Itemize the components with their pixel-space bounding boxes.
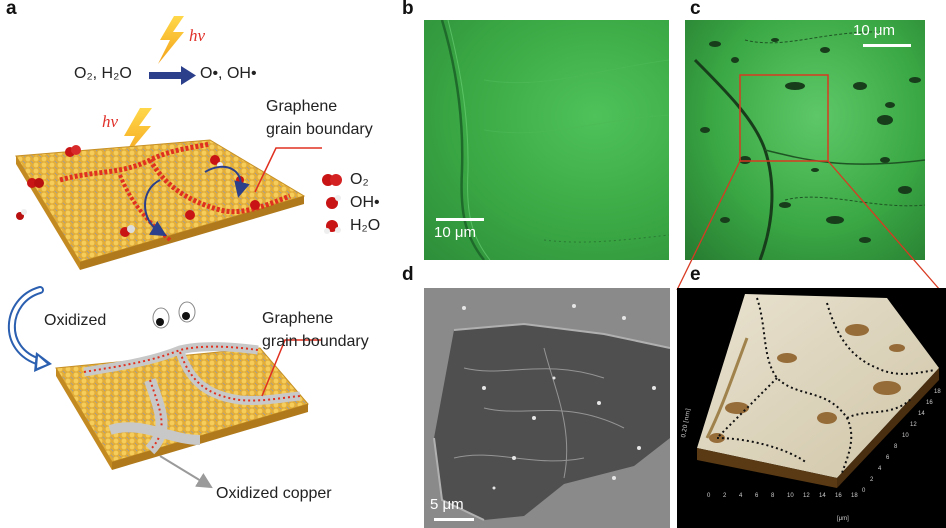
panel-d-letter: d [402, 264, 414, 285]
panel-e-x-unit: [μm] [837, 516, 849, 522]
panel-e-x-tick-1: 2 [723, 493, 727, 499]
grain-boundary-label-bottom-1: Graphene [262, 310, 334, 327]
panel-e-y-ticks: 0 2 4 6 8 10 12 14 16 18 [862, 388, 942, 498]
panel-e-x-ticks: 0 2 4 6 8 10 12 14 16 18 [707, 493, 858, 507]
grain-boundary-label-top-1: Graphene [266, 98, 338, 115]
panel-d-micrograph: 5 μm [424, 288, 670, 528]
reaction-arrow-icon [149, 66, 196, 85]
panel-d-scale-bar [434, 518, 474, 521]
panel-b-scale-bar [436, 218, 484, 221]
oxidized-copper-label: Oxidized copper [216, 485, 332, 502]
panel-e-y-tick-3: 6 [886, 455, 890, 461]
panel-e-y-tick-9: 18 [934, 389, 941, 395]
panel-e-y-tick-0: 0 [862, 488, 866, 494]
panel-d-texture [424, 288, 670, 528]
panel-e-letter: e [690, 264, 701, 285]
legend-h2o-label: H₂O [350, 217, 381, 234]
panel-d-scale-label: 5 μm [430, 496, 464, 513]
hv-label-mid: hν [102, 112, 119, 131]
panel-e-x-tick-0: 0 [707, 493, 711, 499]
grain-boundary-label-top-2: grain boundary [266, 121, 373, 138]
eyes-icon [152, 301, 196, 329]
panel-e-x-tick-3: 6 [755, 493, 759, 499]
panel-c-inset-box [739, 74, 829, 162]
panel-e-x-tick-9: 18 [851, 493, 858, 499]
panel-e-surface: 0.20 [nm] [680, 294, 939, 488]
panel-e-x-tick-5: 10 [787, 493, 794, 499]
panel-e-afm-image: 0.20 [nm] 0 2 4 6 8 10 12 14 16 18 0 2 4… [677, 288, 946, 528]
reaction-products: O•, OH• [200, 65, 257, 82]
panel-e-y-tick-2: 4 [878, 466, 882, 472]
panel-b-texture [440, 20, 669, 260]
callout-line-top [254, 147, 322, 193]
panel-e-x-tick-4: 8 [771, 493, 775, 499]
graphene-copper-sheet-top [15, 139, 306, 270]
panel-e-z-axis-label: 0.20 [nm] [680, 408, 692, 438]
legend-h2o-icon [324, 220, 341, 234]
oxidized-arrow-icon [7, 286, 52, 372]
legend-o2-icon [322, 174, 342, 186]
panel-e-y-tick-8: 16 [926, 400, 933, 406]
lightning-icon-top [158, 16, 184, 64]
legend-o2-label: O₂ [350, 171, 369, 188]
callout-line-bottom [261, 339, 322, 397]
panel-e-x-tick-7: 14 [819, 493, 826, 499]
panel-c-texture [693, 31, 925, 260]
panel-b-micrograph: 10 μm [424, 20, 669, 260]
panel-e-y-tick-7: 14 [918, 411, 925, 417]
panel-a-letter: a [6, 0, 17, 19]
panel-e-y-tick-5: 10 [902, 433, 909, 439]
panel-b-letter: b [402, 0, 414, 19]
panel-c-scale-label: 10 μm [853, 22, 895, 39]
hv-label-top: hν [189, 26, 206, 45]
legend-oh-icon [326, 195, 341, 209]
panel-e-x-tick-6: 12 [803, 493, 810, 499]
reaction-reactants: O₂, H₂O [74, 65, 132, 82]
panel-e-y-tick-4: 8 [894, 444, 898, 450]
panel-e-x-tick-8: 16 [835, 493, 842, 499]
graphene-copper-sheet-bottom [55, 342, 309, 470]
floating-molecules [16, 178, 44, 220]
panel-e-y-tick-6: 12 [910, 422, 917, 428]
grain-boundary-label-bottom-2: grain boundary [262, 333, 369, 350]
panel-c-micrograph: 10 μm [685, 20, 925, 260]
oxidized-copper-pointer [159, 455, 213, 489]
panel-e-x-tick-2: 4 [739, 493, 743, 499]
panel-e-y-tick-1: 2 [870, 477, 874, 483]
panel-c-scale-bar [863, 44, 911, 47]
panel-b-scale-label: 10 μm [434, 224, 476, 241]
panel-c-letter: c [690, 0, 701, 19]
oxidized-label: Oxidized [44, 312, 107, 329]
legend-oh-label: OH• [350, 194, 380, 211]
